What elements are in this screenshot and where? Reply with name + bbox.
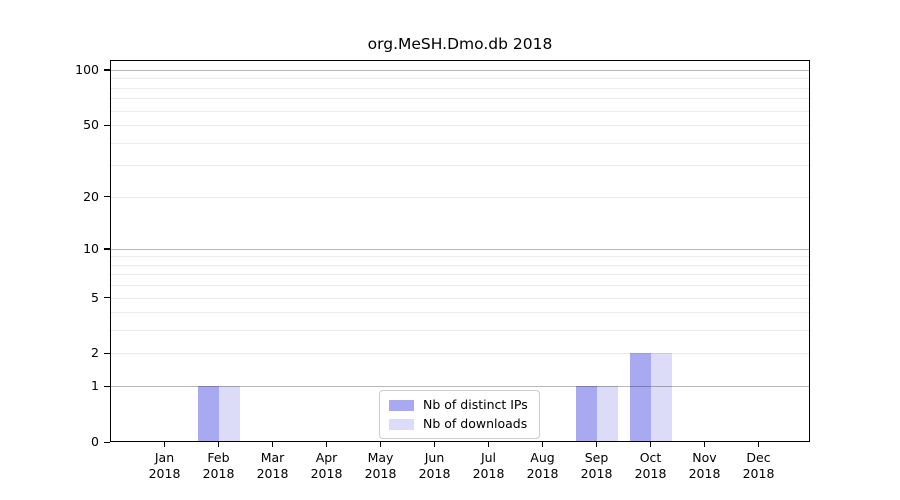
gridline-major xyxy=(111,386,809,388)
bar-downloads xyxy=(218,386,240,442)
x-axis-tick xyxy=(434,442,436,447)
y-axis-tick xyxy=(104,297,110,299)
y-tick-label: 1 xyxy=(91,378,99,394)
y-tick-label: 20 xyxy=(83,188,99,204)
gridline-minor xyxy=(111,110,809,112)
legend: Nb of distinct IPs Nb of downloads xyxy=(379,390,540,439)
y-tick-label: 5 xyxy=(91,289,99,305)
y-tick-label: 10 xyxy=(83,240,99,256)
gridline-minor xyxy=(111,165,809,167)
y-tick-label: 50 xyxy=(83,117,99,133)
gridline-minor xyxy=(111,98,809,100)
bar-downloads xyxy=(650,353,672,442)
x-tick-label: Apr 2018 xyxy=(310,450,343,481)
x-axis-tick xyxy=(380,442,382,447)
y-axis-tick xyxy=(104,385,110,387)
bar-distinct-ips xyxy=(197,386,219,442)
gridline-minor xyxy=(111,264,809,266)
gridline-minor xyxy=(111,125,809,127)
y-tick-label: 0 xyxy=(91,434,99,449)
x-tick-label: Dec 2018 xyxy=(742,450,775,481)
x-axis-tick xyxy=(164,442,166,447)
x-tick-label: Jul 2018 xyxy=(472,450,505,481)
x-axis-tick xyxy=(218,442,220,447)
x-tick-label: Nov 2018 xyxy=(688,450,721,481)
chart-title: org.MeSH.Dmo.db 2018 xyxy=(367,35,553,53)
x-axis-tick xyxy=(596,442,598,447)
y-axis-tick xyxy=(104,441,110,443)
gridline-minor xyxy=(111,353,809,355)
x-axis-tick xyxy=(650,442,652,447)
x-tick-label: Sep 2018 xyxy=(580,450,613,481)
y-tick-label: 2 xyxy=(91,345,99,361)
y-axis-tick xyxy=(104,196,110,198)
y-axis-tick xyxy=(104,69,110,71)
gridline-minor xyxy=(111,285,809,287)
x-axis-tick xyxy=(758,442,760,447)
legend-swatch-distinct-ips xyxy=(389,399,414,411)
x-tick-label: May 2018 xyxy=(364,450,397,481)
legend-swatch-downloads xyxy=(389,418,414,430)
plot-area xyxy=(110,60,810,442)
x-tick-label: Jun 2018 xyxy=(418,450,451,481)
gridline-major xyxy=(111,69,809,71)
x-tick-label: Aug 2018 xyxy=(526,450,559,481)
x-tick-label: Feb 2018 xyxy=(202,450,235,481)
gridline-minor xyxy=(111,78,809,80)
gridline-minor xyxy=(111,196,809,198)
x-axis-tick xyxy=(704,442,706,447)
x-axis-tick xyxy=(542,442,544,447)
gridline-minor xyxy=(111,274,809,276)
gridline-major xyxy=(111,248,809,250)
bar-distinct-ips xyxy=(629,353,651,442)
y-axis-tick xyxy=(104,352,110,355)
gridline-minor xyxy=(111,87,809,89)
x-axis-tick xyxy=(488,442,490,447)
x-tick-label: Oct 2018 xyxy=(634,450,667,481)
gridline-minor xyxy=(111,256,809,258)
y-axis-tick xyxy=(104,248,110,250)
legend-item-downloads: Nb of downloads xyxy=(389,417,528,431)
x-axis-tick xyxy=(272,442,274,447)
y-axis-tick xyxy=(104,124,110,126)
gridline-minor xyxy=(111,142,809,144)
y-tick-label: 100 xyxy=(75,61,99,77)
x-tick-label: Jan 2018 xyxy=(148,450,181,481)
gridline-minor xyxy=(111,330,809,332)
gridline-minor xyxy=(111,297,809,299)
x-tick-label: Mar 2018 xyxy=(256,450,289,481)
legend-item-distinct-ips: Nb of distinct IPs xyxy=(389,398,528,412)
bar-distinct-ips xyxy=(575,386,597,442)
legend-label-distinct-ips: Nb of distinct IPs xyxy=(423,397,528,412)
gridline-minor xyxy=(111,312,809,314)
x-axis-tick xyxy=(326,442,328,447)
legend-label-downloads: Nb of downloads xyxy=(423,416,528,431)
bar-downloads xyxy=(596,386,618,442)
